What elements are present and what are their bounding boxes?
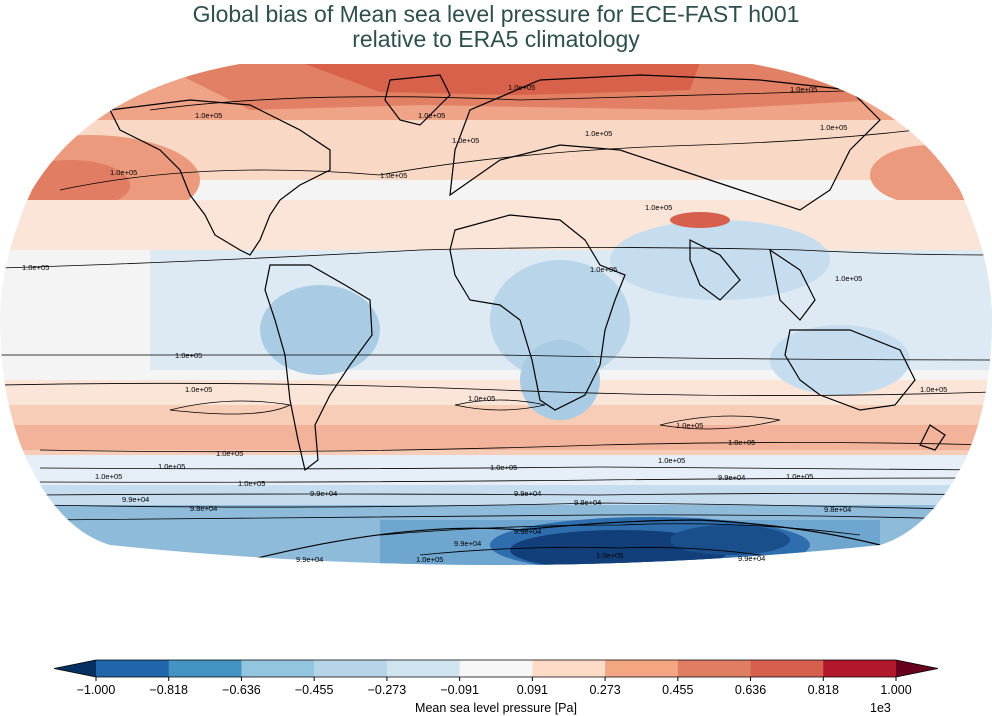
- contour-label: 1.0e+05: [22, 263, 49, 272]
- colorbar-offset-text: 1e3: [870, 701, 891, 715]
- colorbar-tick-label: 0.273: [589, 683, 621, 697]
- contour-label: 9.9e+04: [514, 527, 541, 536]
- colorbar-label: Mean sea level pressure [Pa]: [415, 701, 577, 715]
- contour-label: 1.0e+05: [820, 123, 847, 132]
- colorbar-tick-label: 0.636: [734, 683, 767, 697]
- contour-label: 1.0e+05: [658, 456, 685, 465]
- contour-label: 9.9e+04: [454, 539, 481, 548]
- contour-label: 1.0e+05: [452, 136, 479, 145]
- colorbar-cell: [96, 660, 170, 677]
- colorbar-cell: [532, 660, 606, 677]
- contour-label: 1.0e+05: [835, 274, 862, 283]
- colorbar-cell: [168, 660, 242, 677]
- colorbar-tick-label: −1.000: [76, 683, 116, 697]
- contour-label: 9.9e+04: [122, 495, 149, 504]
- colorbar-tick-label: −0.636: [222, 683, 261, 697]
- chart-title-line-2: relative to ERA5 climatology: [352, 26, 640, 52]
- colorbar-cell: [605, 660, 679, 677]
- contour-label: 9.9e+04: [310, 489, 337, 498]
- contour-label: 1.0e+05: [216, 449, 243, 458]
- colorbar-tick-label: −0.273: [367, 683, 407, 697]
- colorbar-cell: [750, 660, 824, 677]
- contour-label: 1.0e+05: [786, 472, 813, 481]
- contour-label: 1.0e+05: [158, 462, 185, 471]
- contour-label: 9.9e+04: [718, 473, 745, 482]
- colorbar: [53, 659, 939, 681]
- colorbar-cell: [241, 660, 315, 677]
- colorbar-tick-label: −0.455: [294, 683, 334, 697]
- colorbar-tick-label: −0.091: [440, 683, 479, 697]
- contour-label: 1.0e+05: [175, 351, 202, 360]
- contour-label: 1.0e+05: [380, 171, 407, 180]
- world-map: 1.0e+05 1.0e+05 1.0e+05 1.0e+05 1.0e+05 …: [0, 64, 992, 565]
- contour-label: 1.0e+05: [728, 438, 755, 447]
- colorbar-extend-min: [54, 660, 96, 677]
- colorbar-cell: [314, 660, 388, 677]
- contour-label: 1.0e+05: [468, 394, 495, 403]
- colorbar-tick-label: 0.818: [807, 683, 839, 697]
- contour-label: 9.9e+04: [738, 554, 765, 563]
- chart-title-line-1: Global bias of Mean sea level pressure f…: [192, 1, 800, 27]
- isobar-contours: [0, 89, 992, 559]
- contour-label: 1.0e+05: [676, 421, 703, 430]
- contour-label: 1.0e+05: [508, 83, 535, 92]
- colorbar-cell: [386, 660, 461, 677]
- contour-label: 1.0e+05: [238, 479, 265, 488]
- colorbar-tick-label: 1.000: [880, 683, 912, 697]
- colorbar-extend-max: [896, 660, 938, 677]
- contour-label: 1.0e+05: [185, 385, 212, 394]
- contour-label: 1.0e+05: [590, 265, 617, 274]
- colorbar-cell: [823, 660, 897, 677]
- colorbar-cell: [459, 660, 533, 677]
- colorbar-tick-label: 0.455: [662, 683, 694, 697]
- contour-label: 1.0e+05: [596, 551, 623, 560]
- contour-label: 9.8e+04: [574, 498, 601, 507]
- colorbar-cell: [677, 660, 752, 677]
- contour-label: 1.0e+05: [920, 385, 947, 394]
- contour-label: 1.0e+05: [490, 463, 517, 472]
- contour-label: 1.0e+05: [418, 111, 445, 120]
- contour-label: 1.0e+05: [585, 129, 612, 138]
- contour-label: 9.8e+04: [824, 505, 851, 514]
- contour-label: 1.0e+05: [416, 555, 443, 564]
- contour-label: 1.0e+05: [790, 85, 817, 94]
- contour-label: 9.8e+04: [190, 504, 217, 513]
- contour-label: 1.0e+05: [95, 472, 122, 481]
- colorbar-tick-label: −0.818: [149, 683, 189, 697]
- contour-label: 1.0e+05: [110, 168, 137, 177]
- contour-label: 9.9e+04: [514, 489, 541, 498]
- coastlines: [109, 74, 946, 565]
- contour-label: 1.0e+05: [645, 203, 672, 212]
- contour-label: 1.0e+05: [195, 111, 222, 120]
- contour-label: 9.9e+04: [296, 555, 323, 564]
- colorbar-tick-label: 0.091: [516, 683, 548, 697]
- contour-labels: 1.0e+05 1.0e+05 1.0e+05 1.0e+05 1.0e+05 …: [22, 83, 947, 564]
